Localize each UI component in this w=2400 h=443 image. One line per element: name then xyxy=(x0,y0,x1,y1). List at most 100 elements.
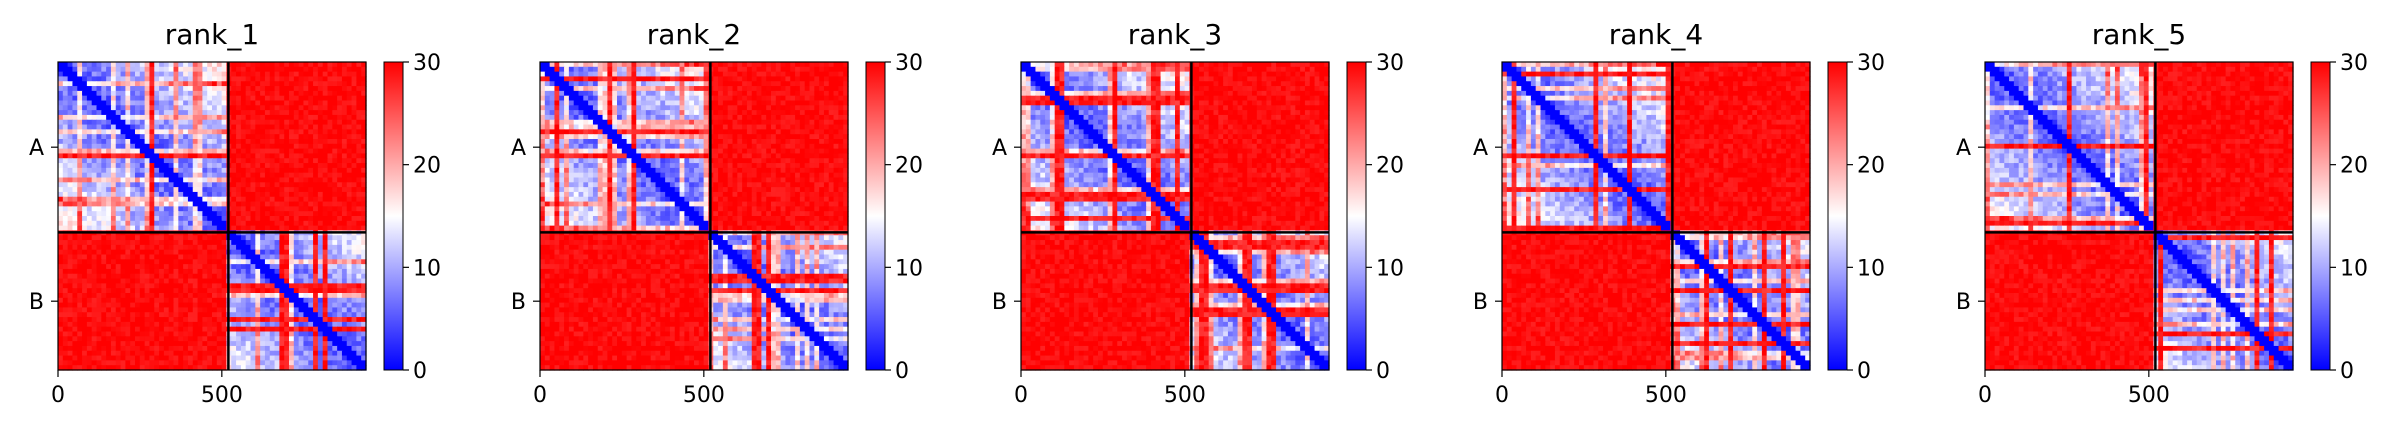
heatmap-cell xyxy=(183,226,188,231)
heatmap-cell xyxy=(313,187,318,192)
heatmap-cell xyxy=(356,341,361,346)
heatmap-cell xyxy=(159,76,164,81)
heatmap-cell xyxy=(781,101,786,106)
heatmap-cell xyxy=(111,139,116,144)
heatmap-cell xyxy=(236,173,241,178)
heatmap-cell xyxy=(202,206,207,211)
heatmap-cell xyxy=(135,197,140,202)
heatmap-cell xyxy=(92,105,97,110)
heatmap-cell xyxy=(63,303,68,308)
heatmap-cell xyxy=(116,76,121,81)
heatmap-cell xyxy=(814,76,819,81)
heatmap-cell xyxy=(121,67,126,72)
heatmap-cell xyxy=(77,221,82,226)
heatmap-cell xyxy=(121,221,126,226)
heatmap-cell xyxy=(665,67,670,72)
heatmap-cell xyxy=(159,264,164,269)
heatmap-cell xyxy=(771,67,776,72)
heatmap-cell xyxy=(198,288,203,293)
heatmap-cell xyxy=(207,274,212,279)
heatmap-cell xyxy=(337,250,342,255)
heatmap-cell xyxy=(63,312,68,317)
heatmap-cell xyxy=(130,81,135,86)
heatmap-cell xyxy=(332,221,337,226)
heatmap-cell xyxy=(313,240,318,245)
x-tick-label: 0 xyxy=(51,383,65,408)
heatmap-cell xyxy=(116,307,121,312)
heatmap-cell xyxy=(617,62,622,67)
heatmap-cell xyxy=(101,192,106,197)
heatmap-cell xyxy=(236,298,241,303)
heatmap-cell xyxy=(246,250,251,255)
heatmap-cell xyxy=(303,293,308,298)
heatmap-cell xyxy=(670,76,675,81)
heatmap-cell xyxy=(207,298,212,303)
heatmap-cell xyxy=(72,134,77,139)
heatmap-cell xyxy=(593,76,598,81)
heatmap-cell xyxy=(149,62,154,67)
heatmap-cell xyxy=(92,274,97,279)
heatmap-cell xyxy=(742,86,747,91)
heatmap-cell xyxy=(106,259,111,264)
heatmap-cell xyxy=(612,125,617,130)
heatmap-cell xyxy=(289,226,294,231)
heatmap-cell xyxy=(323,279,328,284)
heatmap-cell xyxy=(342,226,347,231)
heatmap-cell xyxy=(169,307,174,312)
heatmap-cell xyxy=(289,351,294,356)
heatmap-cell xyxy=(323,62,328,67)
heatmap-cell xyxy=(790,86,795,91)
heatmap-cell xyxy=(313,274,318,279)
heatmap-cell xyxy=(303,322,308,327)
heatmap-cell xyxy=(246,216,251,221)
heatmap-cell xyxy=(188,226,193,231)
heatmap-cell xyxy=(188,307,193,312)
heatmap-cell xyxy=(270,307,275,312)
heatmap-cell xyxy=(241,274,246,279)
heatmap-cell xyxy=(72,197,77,202)
heatmap-cell xyxy=(670,96,675,101)
heatmap-cell xyxy=(323,317,328,322)
heatmap-cell xyxy=(169,245,174,250)
heatmap-cell xyxy=(554,110,559,115)
heatmap-cell xyxy=(704,101,709,106)
heatmap-cell xyxy=(169,153,174,158)
heatmap-cell xyxy=(121,216,126,221)
heatmap-cell xyxy=(598,86,603,91)
heatmap-cell xyxy=(116,303,121,308)
heatmap-cell xyxy=(58,312,63,317)
heatmap-cell xyxy=(241,134,246,139)
heatmap-cell xyxy=(574,72,579,77)
heatmap-cell xyxy=(617,96,622,101)
heatmap-cell xyxy=(130,351,135,356)
heatmap-cell xyxy=(125,81,130,86)
heatmap-cell xyxy=(260,86,265,91)
heatmap-cell xyxy=(781,76,786,81)
heatmap-cell xyxy=(92,269,97,274)
heatmap-cell xyxy=(347,279,352,284)
heatmap-cell xyxy=(63,144,68,149)
heatmap-cell xyxy=(279,86,284,91)
heatmap-cell xyxy=(260,288,265,293)
heatmap-cell xyxy=(77,96,82,101)
heatmap-cell xyxy=(265,81,270,86)
heatmap-cell xyxy=(328,192,333,197)
heatmap-cell xyxy=(212,144,217,149)
heatmap-cell xyxy=(728,76,733,81)
heatmap-cell xyxy=(332,206,337,211)
heatmap-cell xyxy=(101,202,106,207)
heatmap-cell xyxy=(193,125,198,130)
heatmap-cell xyxy=(116,115,121,120)
heatmap-cell xyxy=(63,197,68,202)
heatmap-cell xyxy=(646,81,651,86)
heatmap-cell xyxy=(323,298,328,303)
heatmap-cell xyxy=(313,226,318,231)
heatmap-cell xyxy=(704,105,709,110)
heatmap-cell xyxy=(294,293,299,298)
heatmap-cell xyxy=(255,235,260,240)
heatmap-cell xyxy=(116,192,121,197)
heatmap-cell xyxy=(92,168,97,173)
heatmap-cell xyxy=(337,129,342,134)
heatmap-cell xyxy=(284,298,289,303)
heatmap-cell xyxy=(68,115,73,120)
